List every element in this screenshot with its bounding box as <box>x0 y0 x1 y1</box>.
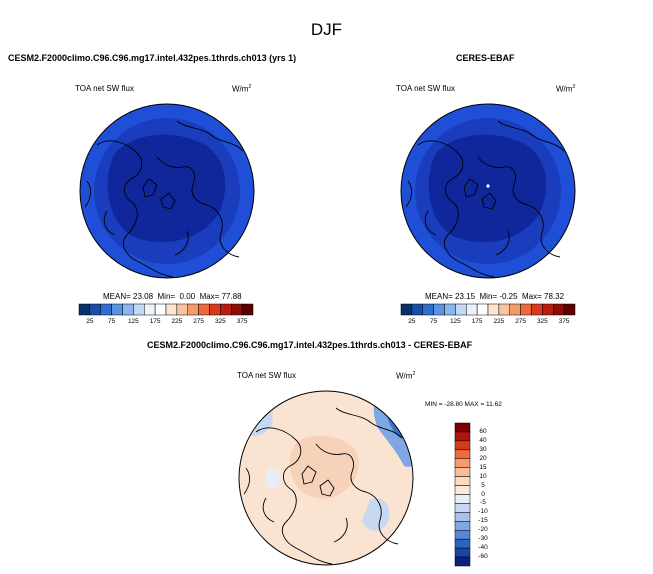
panel3-colorbar-tick-label: 15 <box>479 463 487 471</box>
panel1-coastlines <box>84 120 244 278</box>
panel1-title: CESM2.F2000climo.C96.C96.mg17.intel.432p… <box>8 53 297 63</box>
panel1-units: W/m2 <box>232 84 252 94</box>
panel2-colorbar-tick-label: 225 <box>493 318 505 325</box>
panel3-anomaly-neg-w2 <box>265 469 281 489</box>
panel3-colorbar-swatch <box>454 494 471 504</box>
panel3-colorbar-tick-label: -5 <box>480 499 486 507</box>
panel2-stats: MEAN= 23.15 Min= -0.25 Max= 78.32 <box>425 292 565 301</box>
panel2-pole-marker <box>486 184 490 188</box>
panel1-colorbar-tick-label: 375 <box>236 318 248 325</box>
panel1-colorbar-tick-label: 75 <box>108 318 116 325</box>
panel2-colorbar-tick-label: 125 <box>449 318 461 325</box>
panel3-colorbar-swatch <box>454 449 471 459</box>
panel3-colorbar-tick-label: 0 <box>481 490 485 498</box>
panel3-colorbar-tick-label: -10 <box>478 508 488 516</box>
panel1-colorbar-tick-label: 275 <box>193 318 205 325</box>
panel1-colorbar-tick-label: 25 <box>86 318 94 325</box>
season-title: DJF <box>310 20 343 39</box>
panel3-colorbar-swatch <box>454 556 471 567</box>
panel2-colorbar-tick-label: 275 <box>515 318 527 325</box>
panel3-anomaly-neg-se <box>362 498 390 531</box>
panel1-colorbar-tick-label: 175 <box>149 318 161 325</box>
panel3-colorbar-swatch <box>454 467 471 477</box>
panel3-colorbar-tick-label: 60 <box>479 427 487 435</box>
panel2-title: CERES-EBAF <box>456 53 515 63</box>
panel3-colorbar-swatch <box>454 485 471 495</box>
panel2-variable: TOA net SW flux <box>396 84 455 93</box>
panel2-colorbar-tick-label: 175 <box>471 318 483 325</box>
panel2-colorbar-swatch <box>563 303 576 316</box>
panel3-colorbar-swatch <box>454 530 471 540</box>
panel3-colorbar-swatch <box>454 440 471 451</box>
panel3-colorbar-swatch <box>454 422 471 433</box>
panel3-colorbar-swatch <box>454 512 471 522</box>
panel1-colorbar-tick-label: 125 <box>127 318 139 325</box>
panel3-map-border <box>238 390 414 566</box>
panel3-colorbar-tick-label: 10 <box>479 472 487 480</box>
panel3-colorbar-swatch <box>454 503 471 513</box>
panel1-colorbar-swatch <box>241 303 254 316</box>
panel2-colorbar-tick-label: 375 <box>558 318 570 325</box>
panel2-coastlines <box>405 120 565 278</box>
panel3-units: W/m2 <box>396 371 416 381</box>
panel3-colorbar-tick-label: -30 <box>478 535 488 543</box>
panel3-colorbar-tick-label: 40 <box>479 436 487 444</box>
panel3-coastlines <box>243 407 403 565</box>
panel3-colorbar-tick-label: -40 <box>478 544 488 552</box>
panel3-colorbar-swatch <box>454 476 471 486</box>
panel3-colorbar-tick-label: 5 <box>481 481 485 489</box>
panel3-colorbar-swatch <box>454 521 471 531</box>
panel3-variable: TOA net SW flux <box>237 371 296 380</box>
panel1-colorbar-tick-label: 325 <box>214 318 226 325</box>
panel3-colorbar-tick-label: -60 <box>478 553 488 561</box>
panel3-title: CESM2.F2000climo.C96.C96.mg17.intel.432p… <box>147 340 473 350</box>
panel2-colorbar-tick-label: 25 <box>408 318 416 325</box>
panel2-colorbar-tick-label: 325 <box>536 318 548 325</box>
panel3-colorbar-tick-label: 30 <box>479 445 487 453</box>
panel3-colorbar-swatch <box>454 547 471 558</box>
panel2-units: W/m2 <box>556 84 576 94</box>
panel1-variable: TOA net SW flux <box>75 84 134 93</box>
panel3-colorbar-tick-label: -20 <box>478 526 488 534</box>
panel3-colorbar-swatch <box>454 458 471 468</box>
panel3-colorbar-swatch <box>454 538 471 549</box>
panel3-colorbar-tick-label: 20 <box>479 454 487 462</box>
panel1-stats: MEAN= 23.08 Min= 0.00 Max= 77.88 <box>103 292 242 301</box>
panel3-colorbar-tick-label: -15 <box>478 517 488 525</box>
panel1-colorbar-tick-label: 225 <box>171 318 183 325</box>
panel3-colorbar-swatch <box>454 431 471 442</box>
panel2-colorbar-tick-label: 75 <box>430 318 438 325</box>
panel3-minmax: MIN = -28.80 MAX = 11.62 <box>425 401 502 408</box>
